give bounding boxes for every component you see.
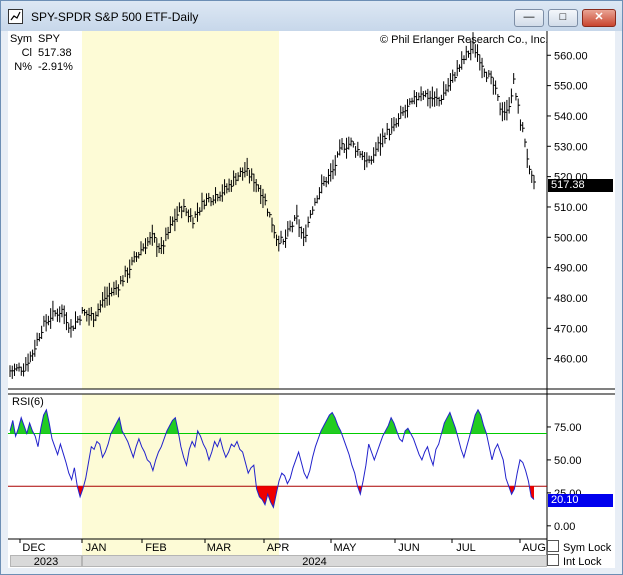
rsi-overbought-fill (404, 428, 411, 434)
rsi-indicator-label[interactable]: RSI(6) (12, 396, 44, 408)
rsi-overbought-fill (320, 412, 342, 434)
rsi-oversold-fill (529, 486, 534, 500)
rsi-overbought-fill (166, 417, 179, 434)
checkbox-box[interactable] (547, 540, 559, 552)
price-tick-label: 490.00 (554, 263, 588, 275)
price-tick-label: 470.00 (554, 323, 588, 335)
sym-lock-label: Sym Lock (563, 542, 612, 554)
close-button[interactable]: ✕ (582, 9, 616, 27)
price-tick-label: 480.00 (554, 293, 588, 305)
rsi-tick-label: 75.00 (554, 422, 582, 434)
info-label: Sym (10, 33, 32, 45)
rsi-overbought-fill (10, 420, 16, 434)
month-label: MAR (207, 542, 232, 554)
price-tick-label: 500.00 (554, 232, 588, 244)
month-label: DEC (22, 542, 45, 554)
info-value: -2.91% (38, 61, 73, 73)
price-panel-shading (82, 31, 279, 389)
copyright-text: © Phil Erlanger Research Co., Inc. (380, 34, 549, 46)
info-label: N% (14, 61, 32, 73)
last-price-badge: 517.38 (548, 179, 613, 192)
price-bars (9, 32, 536, 379)
rsi-tick-label: 50.00 (554, 455, 582, 467)
int-lock-checkbox[interactable]: Int Lock (547, 554, 602, 568)
maximize-button[interactable]: □ (548, 9, 578, 27)
price-tick-label: 550.00 (554, 81, 588, 93)
month-label: AUG (522, 542, 546, 554)
sym-lock-checkbox[interactable]: Sym Lock (547, 540, 611, 554)
rsi-panel-shading (82, 394, 279, 539)
price-axis-ticks: 560.00550.00540.00530.00520.00510.00500.… (547, 50, 588, 366)
minimize-button[interactable]: — (514, 9, 544, 27)
rsi-overbought-fill (384, 417, 398, 434)
window-title: SPY-SPDR S&P 500 ETF-Daily (31, 10, 199, 24)
rsi-fills (10, 409, 534, 508)
rsi-overbought-fill (470, 409, 487, 434)
price-tick-label: 560.00 (554, 50, 588, 62)
rsi-value-badge: 20.10 (548, 494, 613, 507)
chart-app-icon (8, 9, 23, 24)
month-label: MAY (333, 542, 357, 554)
info-label: Cl (21, 47, 32, 59)
checkbox-box[interactable] (547, 554, 559, 566)
price-tick-label: 540.00 (554, 111, 588, 123)
info-value: SPY (38, 33, 61, 45)
title-bar[interactable]: SPY-SPDR S&P 500 ETF-Daily — □ ✕ (1, 1, 622, 31)
rsi-overbought-fill (40, 409, 52, 434)
month-label: JUN (398, 542, 419, 554)
x-axis-shading (82, 539, 279, 555)
rsi-overbought-fill (16, 417, 27, 434)
rsi-oversold-fill (508, 486, 515, 495)
month-label: JUL (456, 542, 476, 554)
month-label: JAN (86, 542, 107, 554)
rsi-overbought-fill (110, 417, 124, 434)
info-value: 517.38 (38, 47, 72, 59)
month-label: FEB (145, 542, 166, 554)
month-label: APR (267, 542, 290, 554)
int-lock-label: Int Lock (563, 556, 602, 568)
rsi-overbought-fill (441, 412, 457, 434)
rsi-line (9, 408, 535, 509)
symbol-info-box: Sym SPY Cl 517.38 N% -2.91% (8, 31, 74, 75)
rsi-oversold-fill (77, 486, 84, 497)
year-label-2023: 2023 (10, 555, 82, 568)
price-tick-label: 510.00 (554, 202, 588, 214)
month-labels: DEC JAN FEB MAR APR MAY JUN JUL AUG (19, 539, 546, 554)
chart-area[interactable]: 560.00 550.00 540.00 530.00 520.00 510.00 500.… (8, 31, 615, 568)
rsi-oversold-fill (256, 486, 278, 508)
price-tick-label: 460.00 (554, 354, 588, 366)
price-tick-label: 530.00 (554, 141, 588, 153)
year-label-2024: 2024 (82, 555, 547, 568)
chart-canvas[interactable]: 560.00550.00540.00530.00520.00510.00500.… (8, 31, 615, 568)
rsi-tick-label: 0.00 (554, 521, 575, 533)
